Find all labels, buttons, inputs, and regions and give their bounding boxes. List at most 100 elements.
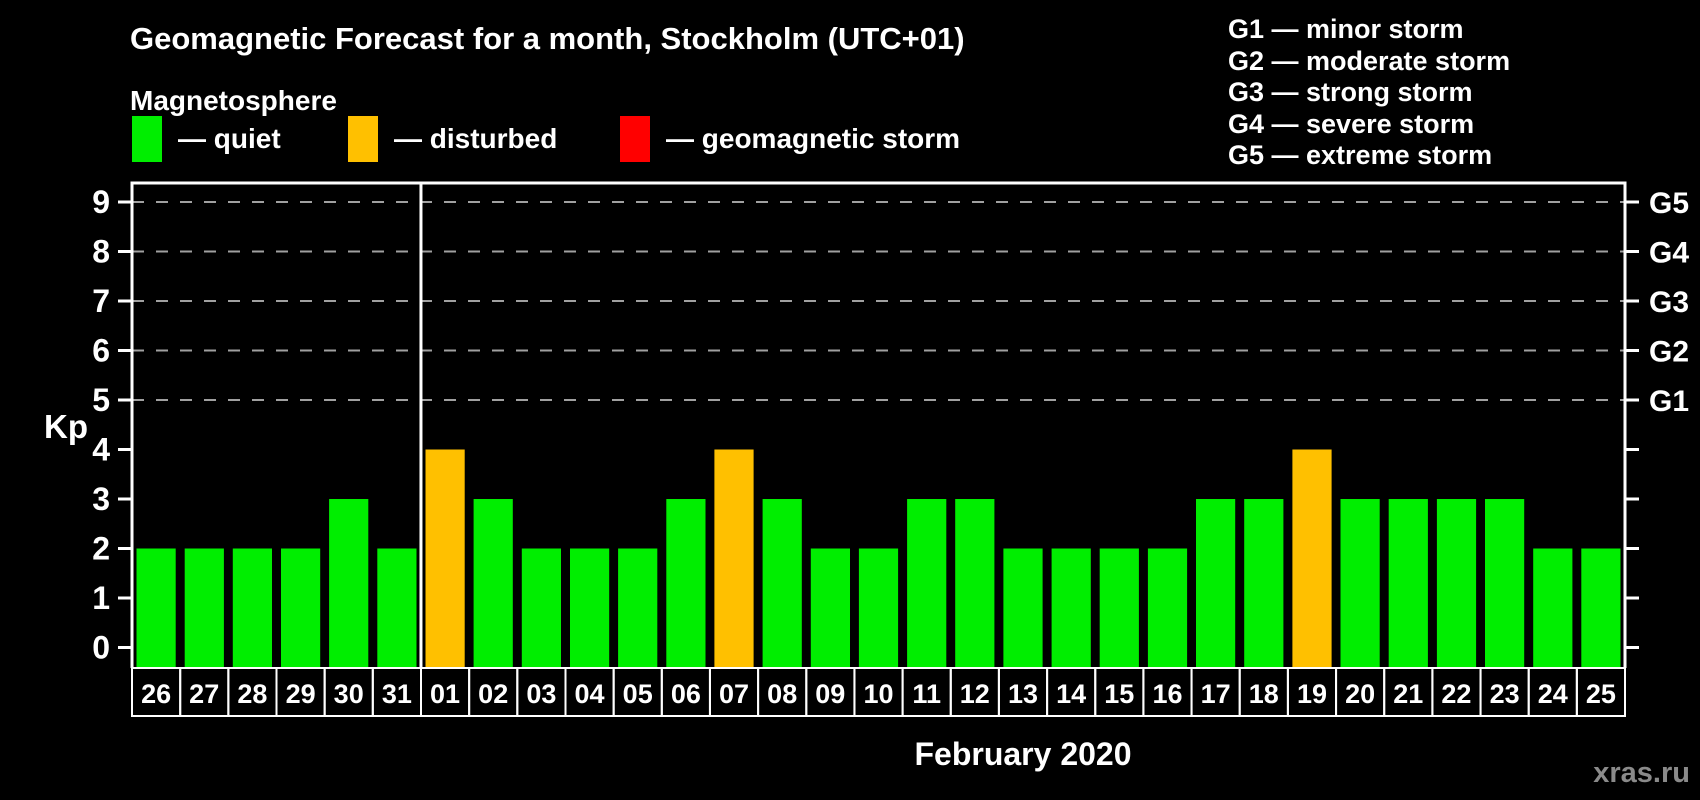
day-label-13: 13 — [1008, 679, 1038, 709]
magnetosphere-label: Magnetosphere — [130, 85, 337, 116]
day-label-03: 03 — [526, 679, 556, 709]
kp-bar-day-02 — [473, 499, 513, 668]
x-axis-label: February 2020 — [914, 736, 1132, 772]
day-label-20: 20 — [1345, 679, 1375, 709]
storm-scale-line-g1: G1 — minor storm — [1228, 14, 1464, 44]
day-label-02: 02 — [478, 679, 508, 709]
day-label-08: 08 — [767, 679, 797, 709]
g-scale-label-g3: G3 — [1649, 286, 1689, 319]
legend-item-disturbed: — disturbed — [348, 116, 557, 162]
kp-bar-day-29 — [281, 548, 321, 668]
storm-scale-line-g4: G4 — severe storm — [1228, 108, 1475, 139]
storm-scale-legend: G1 — minor storm G2 — moderate storm G3 … — [1228, 14, 1510, 172]
kp-bar-day-13 — [1003, 548, 1043, 668]
legend-item-label: — disturbed — [394, 123, 558, 154]
storm-color-swatch — [620, 116, 650, 162]
kp-bar-day-19 — [1292, 449, 1332, 668]
y-tick-label-3: 3 — [92, 481, 110, 517]
kp-bar-day-31 — [377, 548, 417, 668]
storm-scale-line-g2: G2 — moderate storm — [1228, 45, 1511, 76]
kp-bar-day-25 — [1581, 548, 1621, 668]
day-label-01: 01 — [430, 679, 460, 709]
day-label-21: 21 — [1393, 679, 1423, 709]
y-tick-label-1: 1 — [92, 580, 110, 616]
y-tick-label-8: 8 — [92, 234, 110, 270]
day-label-31: 31 — [382, 679, 412, 709]
day-label-14: 14 — [1056, 679, 1086, 709]
y-tick-label-4: 4 — [92, 432, 110, 468]
kp-bar-day-01 — [425, 449, 465, 668]
y-tick-label-2: 2 — [92, 531, 110, 567]
kp-bar-day-26 — [136, 548, 176, 668]
kp-bar-day-14 — [1051, 548, 1091, 668]
day-label-25: 25 — [1586, 679, 1616, 709]
day-label-30: 30 — [334, 679, 364, 709]
chart-title: Geomagnetic Forecast for a month, Stockh… — [130, 21, 965, 56]
kp-bar-day-15 — [1099, 548, 1139, 668]
day-label-04: 04 — [574, 679, 604, 709]
y-tick-label-0: 0 — [92, 630, 110, 666]
kp-bar-day-16 — [1147, 548, 1188, 668]
day-label-23: 23 — [1490, 679, 1520, 709]
g-scale-label-g2: G2 — [1649, 336, 1689, 369]
day-label-06: 06 — [671, 679, 701, 709]
day-label-18: 18 — [1249, 679, 1279, 709]
day-label-box — [1575, 667, 1627, 717]
quiet-color-swatch — [132, 116, 162, 162]
kp-bar-day-17 — [1196, 499, 1236, 668]
kp-bar-day-05 — [618, 548, 658, 668]
legend-item-storm: — geomagnetic storm — [620, 116, 960, 162]
storm-scale-line-g3: G3 — strong storm — [1228, 77, 1473, 107]
kp-bar-day-06 — [666, 499, 706, 668]
day-label-26: 26 — [141, 679, 171, 709]
legend-item-label: — geomagnetic storm — [666, 123, 961, 154]
g-scale-label-g5: G5 — [1649, 187, 1689, 220]
y-axis-label: Kp — [44, 408, 88, 445]
kp-bar-day-04 — [570, 548, 610, 668]
day-label-22: 22 — [1441, 679, 1471, 709]
kp-bar-day-24 — [1533, 548, 1573, 668]
day-label-05: 05 — [623, 679, 653, 709]
kp-bar-day-18 — [1244, 499, 1284, 668]
kp-bar-day-11 — [907, 499, 947, 668]
kp-bar-day-12 — [955, 499, 995, 668]
disturbed-color-swatch — [348, 116, 378, 162]
day-label-07: 07 — [719, 679, 749, 709]
kp-bar-day-09 — [810, 548, 850, 668]
kp-bar-day-30 — [329, 499, 369, 668]
kp-bar-day-23 — [1485, 499, 1525, 668]
day-label-09: 09 — [815, 679, 845, 709]
g-scale-label-g1: G1 — [1649, 385, 1689, 418]
legend-item-label: — quiet — [178, 123, 281, 154]
day-label-11: 11 — [912, 679, 941, 709]
day-label-24: 24 — [1538, 679, 1568, 709]
day-label-16: 16 — [1152, 679, 1182, 709]
kp-bar-day-28 — [232, 548, 272, 668]
y-tick-label-6: 6 — [92, 333, 110, 369]
kp-bar-day-08 — [762, 499, 802, 668]
g-scale-label-g4: G4 — [1649, 237, 1689, 270]
day-label-28: 28 — [237, 679, 267, 709]
kp-bar-day-10 — [858, 548, 899, 668]
y-tick-label-9: 9 — [92, 184, 110, 220]
day-label-15: 15 — [1104, 679, 1134, 709]
day-label-27: 27 — [189, 679, 219, 709]
day-label-12: 12 — [960, 679, 990, 709]
day-label-17: 17 — [1201, 679, 1231, 709]
day-label-19: 19 — [1297, 679, 1327, 709]
kp-bar-day-21 — [1388, 499, 1428, 668]
kp-bar-day-07 — [714, 449, 754, 668]
y-tick-label-7: 7 — [92, 283, 110, 319]
kp-bar-day-03 — [521, 548, 561, 668]
day-label-10: 10 — [863, 679, 893, 709]
kp-bar-day-20 — [1340, 499, 1380, 668]
kp-bar-day-22 — [1436, 499, 1477, 668]
day-label-29: 29 — [286, 679, 316, 709]
y-tick-label-5: 5 — [92, 382, 110, 418]
kp-bar-day-27 — [184, 548, 224, 668]
storm-scale-line-g5: G5 — extreme storm — [1228, 140, 1493, 170]
watermark: xras.ru — [1593, 757, 1690, 789]
legend-item-quiet: — quiet — [132, 116, 281, 162]
